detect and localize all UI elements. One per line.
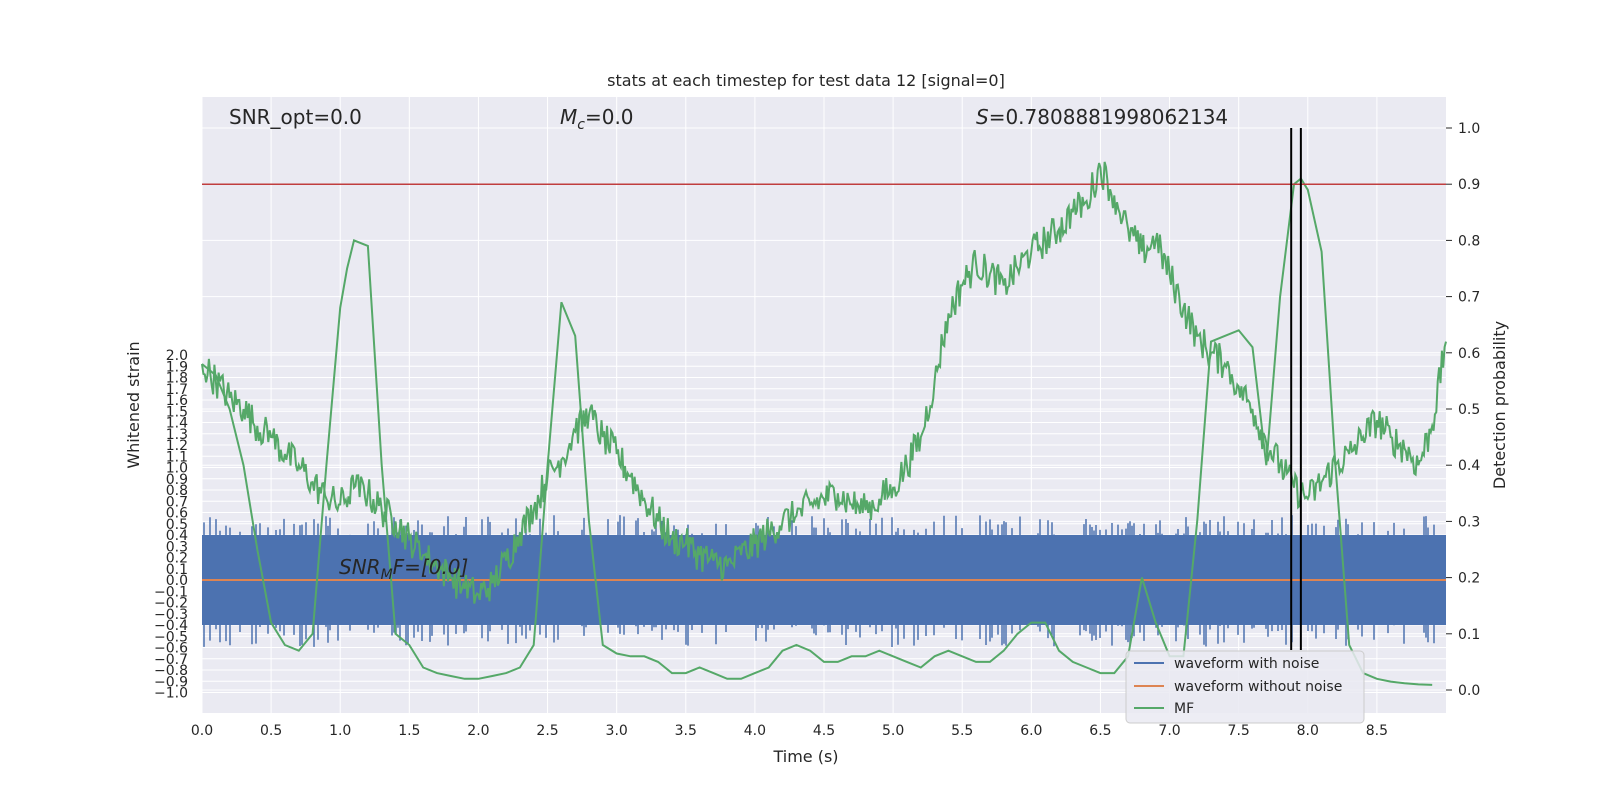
y-tick-label: −0.3 [154,607,188,623]
y-tick-label: 1.6 [166,393,188,409]
y-tick-label: −0.1 [154,584,188,600]
y-tick-label: −0.8 [154,663,188,679]
y-tick-label: 0.9 [166,472,188,488]
annotation-mc-symbol: M [560,105,577,129]
x-tick-label: 8.5 [1366,723,1388,739]
x-tick-label: 2.5 [536,723,558,739]
y-tick-label: 0.4 [166,528,188,544]
annotation-mc: Mc=0.0 [560,105,634,133]
y-tick-label: −0.4 [154,618,188,634]
right-axis-ticks: 1.0 0.9 0.8 0.7 0.6 0.5 0.4 0.3 0.2 0.1 0.0 [1446,121,1480,699]
y-tick-label: 1.3 [166,427,188,443]
legend-label-mf: MF [1174,701,1194,717]
y-tick-label: −0.7 [154,652,188,668]
y-tick-label: 0.5 [166,517,188,533]
mf-series-smooth [201,177,1433,686]
x-tick-label: 2.0 [467,723,489,739]
legend: waveform with noise waveform without noi… [1125,650,1365,724]
x-tick-label: 4.0 [744,723,766,739]
y-tick-label: 1.8 [166,371,188,387]
x-tick-label: 0.5 [260,723,282,739]
x-tick-label: 8.0 [1297,723,1319,739]
y-tick-label: −0.2 [154,596,188,612]
x-tick-label: 3.0 [606,723,628,739]
legend-label-noise: waveform with noise [1174,656,1319,672]
y-tick-label: 0.1 [166,562,188,578]
annotation-s: S=0.7808881998062134 [976,105,1228,129]
annotation-snr-opt: SNR_opt=0.0 [229,105,362,129]
right-tick-label: 0.7 [1458,290,1480,306]
y-tick-label: −1.0 [154,686,188,702]
annotation-snr-mf-rest: F=[0.0] [393,555,469,579]
x-tick-label: 5.5 [951,723,973,739]
x-tick-label: 5.0 [882,723,904,739]
y-tick-label: 0.0 [166,573,188,589]
annotation-snr-mf: SNRMF=[0.0] [339,555,468,583]
y-tick-label: 1.0 [166,461,188,477]
y-tick-label: −0.6 [154,641,188,657]
y-tick-label: 0.3 [166,539,188,555]
y-tick-label: −0.9 [154,674,188,690]
x-axis-label: Time (s) [772,747,838,766]
x-tick-label: 3.5 [675,723,697,739]
x-tick-label: 6.5 [1089,723,1111,739]
right-tick-label: 0.8 [1458,233,1480,249]
y-tick-label: 2.0 [166,348,188,364]
y-tick-label: 1.9 [166,359,188,375]
right-tick-label: 0.2 [1458,571,1480,587]
right-y-axis-label: Detection probability [1490,321,1509,489]
x-tick-label: 7.5 [1228,723,1250,739]
right-tick-label: 1.0 [1458,121,1480,137]
y-tick-label: 1.2 [166,438,188,454]
y-axis-label: Whitened strain [124,341,143,468]
left-axis-ticks: 2.01.91.81.71.61.51.41.31.21.11.00.90.80… [154,348,188,702]
y-tick-label: 1.7 [166,382,188,398]
y-tick-label: 0.7 [166,494,188,510]
annotation-snr-mf-symbol: SNR [339,555,381,579]
legend-box [1125,650,1365,724]
y-tick-label: 1.4 [166,416,188,432]
y-tick-label: −0.5 [154,629,188,645]
right-tick-label: 0.9 [1458,177,1480,193]
x-tick-label: 4.5 [813,723,835,739]
y-tick-label: 1.1 [166,449,188,465]
annotation-s-symbol: S [976,105,989,129]
x-axis-ticks: 0.0 0.5 1.0 1.5 2.0 2.5 3.0 3.5 4.0 4.5 5.0 5.5 6.0 6… [191,723,1388,739]
mf-series-noisy [201,161,1447,604]
annotation-mc-sub: c [577,117,585,133]
legend-label-clean: waveform without noise [1174,679,1342,695]
x-tick-label: 0.0 [191,723,213,739]
x-tick-label: 6.0 [1020,723,1042,739]
right-tick-label: 0.4 [1458,458,1480,474]
annotation-snr-mf-sub: M [381,567,393,583]
annotation-s-value: =0.7808881998062134 [989,105,1228,129]
series-layer [201,161,1447,686]
right-tick-label: 0.1 [1458,627,1480,643]
right-tick-label: 0.5 [1458,402,1480,418]
chart-title: stats at each timestep for test data 12 … [607,71,1005,90]
y-tick-label: 1.5 [166,404,188,420]
right-tick-label: 0.6 [1458,346,1480,362]
y-tick-label: 0.8 [166,483,188,499]
y-tick-label: 0.6 [166,506,188,522]
x-tick-label: 7.0 [1158,723,1180,739]
y-tick-label: 0.2 [166,551,188,567]
marker-layer [202,128,1446,650]
x-tick-label: 1.0 [329,723,351,739]
right-tick-label: 0.0 [1458,683,1480,699]
x-tick-label: 1.5 [398,723,420,739]
right-tick-label: 0.3 [1458,514,1480,530]
annotation-mc-value: =0.0 [585,105,634,129]
